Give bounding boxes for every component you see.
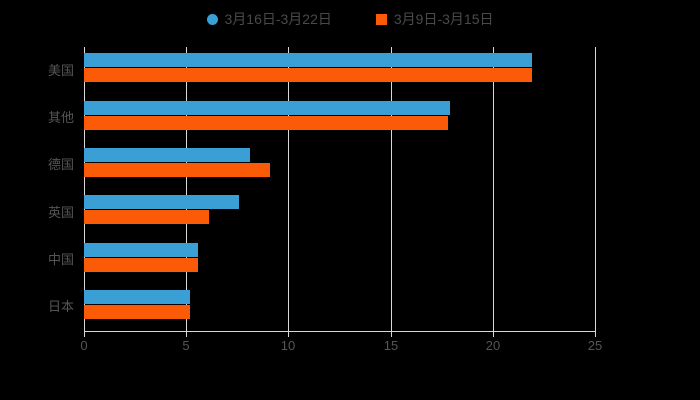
- legend-item-series-1[interactable]: 3月16日-3月22日: [206, 11, 332, 27]
- bar-英国-series-2[interactable]: [84, 210, 209, 225]
- gridline-x-15: [391, 47, 392, 331]
- bar-美国-series-2[interactable]: [84, 68, 532, 83]
- bar-中国-series-1[interactable]: [84, 242, 198, 257]
- chart-legend: 3月16日-3月22日 3月9日-3月15日: [0, 6, 700, 32]
- x-tick-label-5: 5: [182, 338, 190, 353]
- x-axis-line: [84, 331, 596, 332]
- y-axis-label-英国: 英国: [47, 204, 74, 220]
- plot-area: [84, 47, 596, 331]
- x-tick-mark-10: [288, 332, 289, 337]
- gridline-x-5: [186, 47, 187, 331]
- y-axis-label-中国: 中国: [47, 252, 74, 267]
- legend-label-series-2: 3月9日-3月15日: [393, 11, 494, 27]
- gridline-x-25: [595, 47, 596, 331]
- bar-其他-series-2[interactable]: [84, 115, 448, 130]
- x-tick-mark-5: [186, 332, 187, 337]
- x-tick-mark-0: [84, 332, 85, 337]
- bar-日本-series-2[interactable]: [84, 304, 190, 319]
- x-tick-mark-15: [391, 332, 392, 337]
- bar-美国-series-1[interactable]: [84, 53, 532, 68]
- legend-item-series-2[interactable]: 3月9日-3月15日: [375, 11, 494, 27]
- y-axis-label-美国: 美国: [47, 62, 74, 78]
- y-axis-label-德国: 德国: [47, 157, 74, 173]
- gridline-x-0: [84, 47, 85, 331]
- x-tick-label-20: 20: [485, 338, 501, 353]
- y-axis-label-其他: 其他: [47, 110, 74, 125]
- bar-德国-series-1[interactable]: [84, 147, 250, 162]
- legend-label-series-1: 3月16日-3月22日: [224, 11, 332, 27]
- bar-日本-series-1[interactable]: [84, 289, 190, 304]
- x-tick-label-25: 25: [587, 338, 603, 353]
- x-tick-label-15: 15: [383, 338, 399, 353]
- gridline-x-20: [493, 47, 494, 331]
- legend-swatch-circle-icon: [206, 13, 218, 25]
- y-axis-label-日本: 日本: [47, 299, 74, 315]
- x-tick-label-10: 10: [280, 338, 296, 353]
- x-tick-mark-25: [595, 332, 596, 337]
- bar-英国-series-1[interactable]: [84, 195, 239, 210]
- legend-swatch-square-icon: [375, 13, 387, 25]
- bar-德国-series-2[interactable]: [84, 162, 270, 177]
- bar-中国-series-2[interactable]: [84, 257, 198, 272]
- x-tick-label-0: 0: [80, 338, 88, 353]
- x-tick-mark-20: [493, 332, 494, 337]
- gridline-x-10: [288, 47, 289, 331]
- bar-其他-series-1[interactable]: [84, 100, 450, 115]
